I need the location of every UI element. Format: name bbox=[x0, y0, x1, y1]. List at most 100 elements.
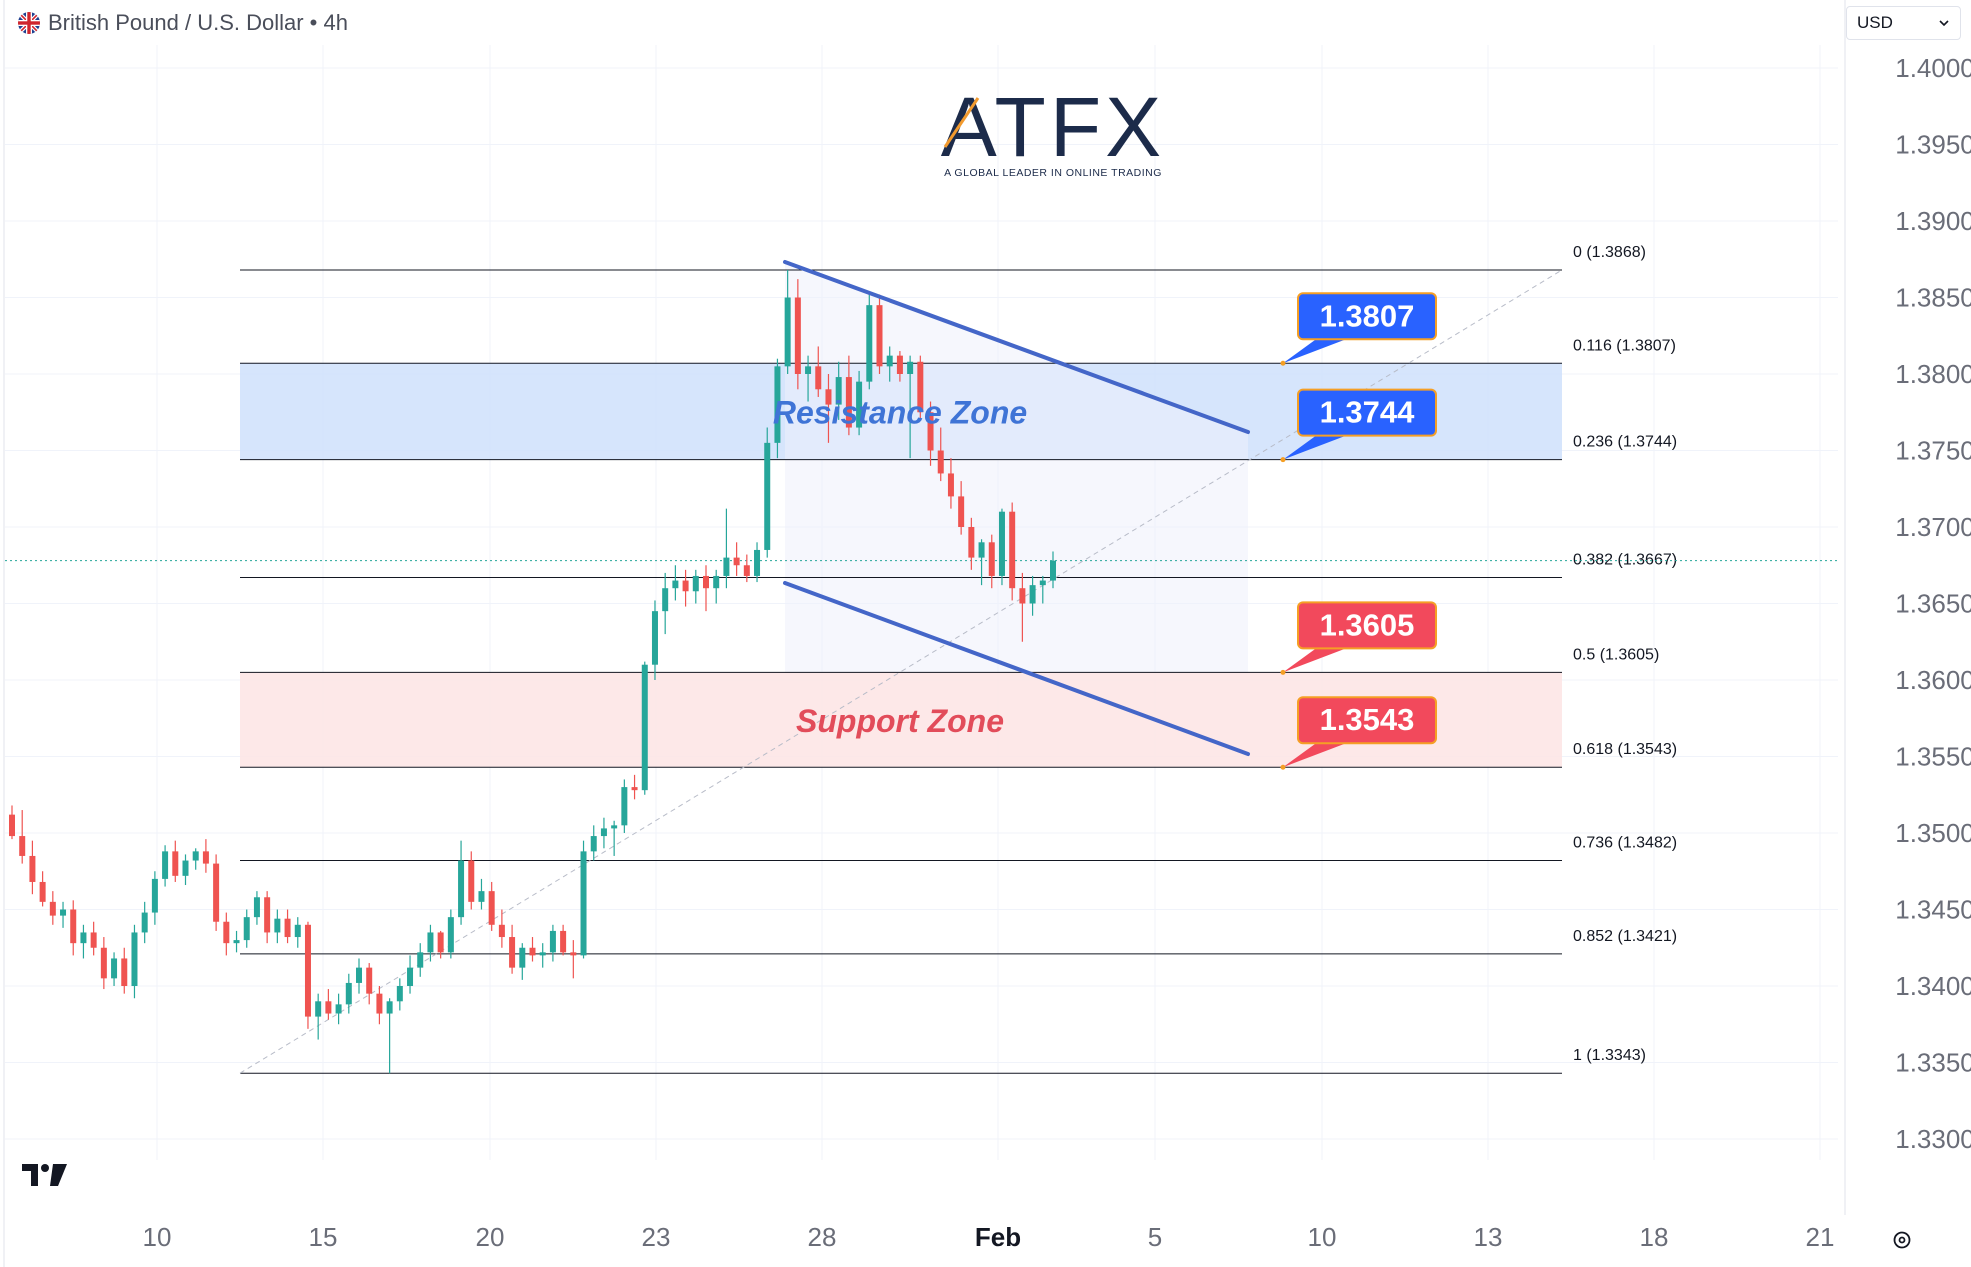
fib-label: 0 (1.3868) bbox=[1573, 244, 1646, 261]
candle-body bbox=[815, 366, 822, 390]
candle-body bbox=[345, 982, 352, 1005]
time-tick-label: 15 bbox=[309, 1222, 338, 1252]
candle-body bbox=[1019, 588, 1026, 604]
candle-body bbox=[682, 580, 689, 592]
candle-body bbox=[651, 611, 658, 665]
candle-body bbox=[121, 958, 128, 986]
candle-body bbox=[131, 932, 138, 986]
price-tick-label: 1.3750 bbox=[1895, 436, 1971, 466]
candle-body bbox=[927, 412, 934, 451]
candle-body bbox=[896, 355, 903, 374]
tradingview-logo-icon[interactable] bbox=[22, 1162, 70, 1193]
candle-body bbox=[621, 787, 628, 826]
chart-header: British Pound / U.S. Dollar • 4h bbox=[18, 8, 348, 38]
candle-body bbox=[294, 924, 301, 938]
candle-body bbox=[274, 918, 281, 933]
callout-pointer bbox=[1283, 435, 1346, 460]
candle-body bbox=[835, 377, 842, 405]
candle-body bbox=[968, 527, 975, 558]
candle-body bbox=[498, 924, 505, 938]
candle-body bbox=[1039, 580, 1046, 586]
candle-body bbox=[774, 366, 781, 443]
price-axis[interactable]: 1.4000 1.3950 1.3900 1.3850 1.3800 1.3750 1.37… bbox=[1895, 53, 1971, 1154]
candle-body bbox=[937, 450, 944, 474]
candle-body bbox=[458, 860, 465, 918]
resistance-zone-label: Resistance Zone bbox=[773, 394, 1027, 430]
candle-body bbox=[192, 851, 199, 861]
candle-body bbox=[141, 912, 148, 933]
callout-anchor bbox=[1280, 669, 1286, 675]
fib-label: 0.116 (1.3807) bbox=[1573, 337, 1676, 354]
candle-body bbox=[845, 377, 852, 428]
candle-body bbox=[539, 952, 546, 956]
logo-accent-stroke bbox=[943, 97, 980, 148]
price-tick-label: 1.3800 bbox=[1895, 359, 1971, 389]
price-tick-label: 1.3300 bbox=[1895, 1124, 1971, 1154]
candle-body bbox=[182, 860, 189, 876]
candle-body bbox=[233, 940, 240, 944]
candle-body bbox=[80, 932, 87, 944]
callout-anchor bbox=[1280, 457, 1286, 463]
candle-body bbox=[590, 836, 597, 852]
candle-body bbox=[692, 575, 699, 592]
time-tick-label: 21 bbox=[1806, 1222, 1835, 1252]
fib-label: 0.382 (1.3667) bbox=[1573, 551, 1677, 568]
candles bbox=[9, 269, 1056, 1074]
candle-body bbox=[315, 1001, 322, 1017]
settings-icon[interactable] bbox=[1890, 1228, 1914, 1257]
callout-box bbox=[1297, 292, 1437, 341]
chevron-down-icon bbox=[1939, 20, 1949, 27]
candle-body bbox=[29, 855, 36, 882]
price-tick-label: 1.3450 bbox=[1895, 895, 1971, 925]
candle-body bbox=[866, 305, 873, 382]
candle-body bbox=[111, 958, 118, 979]
candle-body bbox=[356, 967, 362, 983]
candle-body bbox=[917, 361, 924, 413]
callout-label: 1.3605 bbox=[1320, 607, 1415, 642]
candle-body bbox=[723, 557, 730, 576]
price-tick-label: 1.3650 bbox=[1895, 589, 1971, 619]
candle-body bbox=[641, 664, 648, 791]
candle-body bbox=[886, 355, 893, 367]
symbol-name[interactable]: British Pound / U.S. Dollar bbox=[48, 10, 304, 35]
candle-body bbox=[9, 814, 15, 837]
candle-body bbox=[151, 878, 158, 913]
time-tick-label: 10 bbox=[1308, 1222, 1337, 1252]
candle-body bbox=[243, 917, 250, 941]
candle-body bbox=[907, 361, 914, 374]
candle-body bbox=[764, 442, 771, 550]
candle-body bbox=[856, 381, 863, 428]
candle-body bbox=[876, 305, 883, 367]
candle-body bbox=[631, 787, 638, 791]
candle-body bbox=[468, 860, 475, 902]
candle-body bbox=[794, 297, 801, 374]
candle-body bbox=[549, 930, 556, 953]
currency-select[interactable]: USD bbox=[1846, 6, 1961, 40]
price-tick-label: 1.3900 bbox=[1895, 206, 1971, 236]
candle-body bbox=[570, 952, 577, 956]
support-zone-label: Support Zone bbox=[796, 703, 1004, 739]
callout-box bbox=[1297, 696, 1437, 745]
price-callouts: 1.3807 1.3744 1.3605 1.3543 bbox=[1280, 292, 1437, 770]
callout-anchor bbox=[1280, 360, 1286, 366]
candle-body bbox=[284, 918, 291, 938]
candle-body bbox=[784, 297, 791, 367]
candle-body bbox=[427, 932, 434, 953]
time-tick-label: 5 bbox=[1148, 1222, 1162, 1252]
callout-pointer bbox=[1283, 648, 1346, 673]
time-axis[interactable]: 10 15 20 23 28 Feb 5 10 13 18 21 bbox=[143, 1222, 1835, 1252]
candle-body bbox=[611, 825, 618, 829]
candle-body bbox=[703, 575, 709, 589]
interval-label[interactable]: 4h bbox=[323, 10, 348, 35]
candle-body bbox=[447, 917, 454, 953]
candle-body bbox=[366, 967, 373, 994]
logo-brand: ATFX bbox=[941, 80, 1165, 174]
fib-label: 0.618 (1.3543) bbox=[1573, 741, 1677, 758]
callout-label: 1.3807 bbox=[1320, 298, 1415, 333]
price-tick-label: 1.3550 bbox=[1895, 742, 1971, 772]
callout-box bbox=[1297, 388, 1437, 437]
callout-label: 1.3744 bbox=[1320, 395, 1416, 430]
time-tick-label: 20 bbox=[476, 1222, 505, 1252]
candle-body bbox=[90, 932, 97, 948]
